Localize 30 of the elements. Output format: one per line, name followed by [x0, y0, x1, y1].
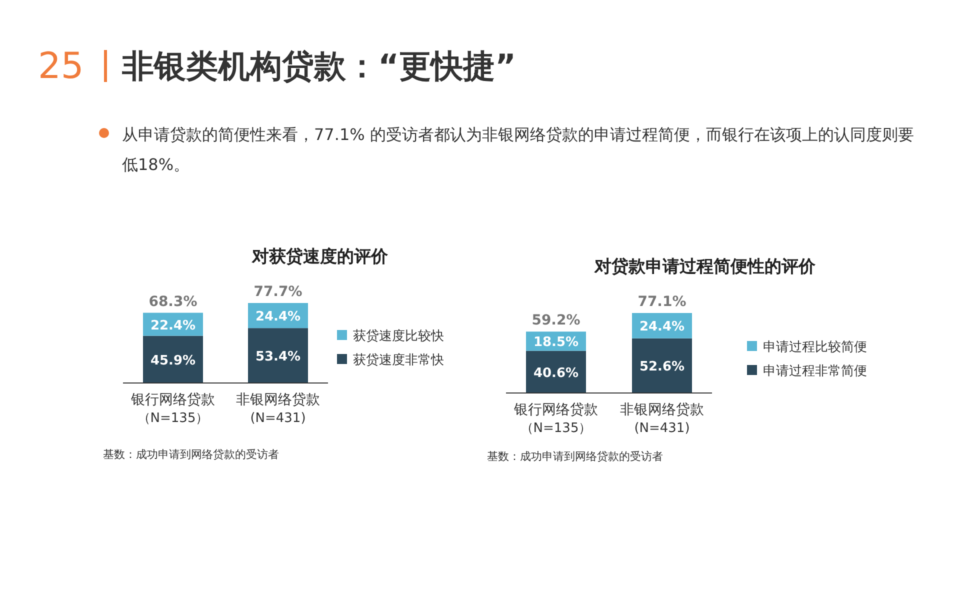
- text: 基数：成功申请到网络贷款的受访者: [103, 448, 279, 461]
- data-label: 24.4%: [639, 320, 685, 335]
- data-label: 45.9%: [150, 353, 196, 368]
- x-tick-label: 非银网络贷款(N=431): [236, 392, 320, 426]
- legend-label: 申请过程比较简便: [763, 340, 867, 355]
- text: 25: [38, 46, 84, 87]
- text: 从申请贷款的简便性来看，77.1% 的受访者都认为非银网络贷款的申请过程简便，而银行在该项上的认同度则要低18%。: [122, 124, 915, 176]
- data-label: 18.5%: [533, 335, 579, 350]
- x-tick-label: 银行网络贷款（N=135）: [130, 392, 215, 426]
- total-label: 77.1%: [638, 294, 686, 310]
- data-label: 53.4%: [255, 350, 301, 365]
- bar: [632, 338, 692, 393]
- total-label: 59.2%: [532, 312, 580, 329]
- total-label: 68.3%: [148, 294, 198, 310]
- text: 非银类机构贷款：“更快捷”: [121, 47, 516, 85]
- chart-title: 对获贷速度的评价: [251, 247, 389, 267]
- data-label: 40.6%: [533, 366, 579, 381]
- total-label: 77.7%: [254, 284, 302, 300]
- bar: [143, 336, 203, 383]
- data-label: 22.4%: [150, 318, 196, 334]
- data-label: 24.4%: [255, 310, 301, 325]
- legend-label: 获贷速度非常快: [353, 352, 444, 368]
- legend-label: 获贷速度比较快: [353, 328, 444, 344]
- text: 基数：成功申请到网络贷款的受访者: [487, 450, 663, 463]
- bar: [248, 328, 308, 383]
- x-tick-label: 非银网络贷款(N=431): [620, 402, 704, 436]
- legend-label: 申请过程非常简便: [763, 364, 867, 379]
- x-tick-label: 银行网络贷款（N=135）: [513, 402, 598, 436]
- chart-title: 对贷款申请过程简便性的评价: [594, 257, 816, 277]
- data-label: 52.6%: [639, 360, 685, 375]
